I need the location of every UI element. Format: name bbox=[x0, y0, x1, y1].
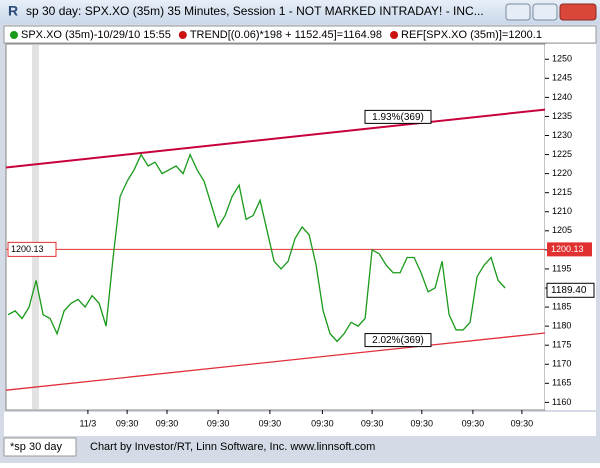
x-tick-label: 09:30 bbox=[361, 418, 384, 428]
y-tick-label: 1165 bbox=[552, 378, 571, 388]
trend-label: 1.93%(369) bbox=[372, 112, 424, 123]
y-tick-label: 1235 bbox=[552, 111, 572, 121]
legend-dot bbox=[10, 31, 18, 39]
y-axis-area bbox=[545, 44, 596, 410]
x-tick-label: 09:30 bbox=[311, 418, 334, 428]
y-tick-label: 1245 bbox=[552, 73, 572, 83]
x-tick-label: 09:30 bbox=[462, 418, 485, 428]
trend-label: 2.02%(369) bbox=[372, 335, 424, 346]
session-band bbox=[32, 45, 39, 409]
x-tick-label: 09:30 bbox=[511, 418, 534, 428]
y-tick-label: 1185 bbox=[552, 301, 571, 311]
x-tick-label: 11/3 bbox=[79, 418, 96, 428]
x-tick-label: 09:30 bbox=[259, 418, 282, 428]
x-axis-area bbox=[4, 412, 596, 436]
last-price-box bbox=[546, 282, 595, 298]
y-tick-label: 1175 bbox=[552, 340, 571, 350]
y-tick-label: 1160 bbox=[552, 397, 571, 407]
y-tick-label: 1205 bbox=[552, 225, 572, 235]
ref-axis-label: 1200.13 bbox=[551, 244, 584, 254]
trendline bbox=[5, 108, 546, 169]
footer-tab[interactable] bbox=[3, 437, 77, 457]
y-tick-label: 1195 bbox=[552, 263, 571, 273]
x-tick-label: 09:30 bbox=[116, 418, 139, 428]
y-tick-label: 1170 bbox=[552, 359, 571, 369]
trend-label-box bbox=[364, 109, 432, 124]
legend-dot bbox=[390, 31, 399, 39]
legend-text: REF[SPX.XO (35m)]=1200.1 bbox=[401, 29, 542, 41]
app-icon: R bbox=[8, 3, 18, 19]
x-tick-label: 09:30 bbox=[207, 418, 230, 428]
price-line bbox=[7, 152, 506, 343]
plot-area bbox=[5, 43, 546, 411]
y-tick-label: 1225 bbox=[552, 149, 572, 159]
y-tick-label: 1215 bbox=[552, 187, 572, 197]
legend-text: SPX.XO (35m)-10/29/10 15:55 bbox=[21, 29, 171, 41]
footer-tab-label[interactable]: *sp 30 day bbox=[10, 441, 62, 453]
title-bar bbox=[0, 0, 600, 24]
y-tick-label: 1180 bbox=[552, 321, 571, 331]
close-button[interactable] bbox=[559, 3, 597, 21]
y-tick-label: 1210 bbox=[552, 206, 572, 216]
x-tick-label: 09:30 bbox=[156, 418, 179, 428]
ref-label-box bbox=[7, 241, 57, 257]
y-tick-label: 1240 bbox=[552, 92, 572, 102]
ref-label: 1200.13 bbox=[11, 244, 44, 254]
x-tick-label: 09:30 bbox=[411, 418, 434, 428]
legend-dot bbox=[178, 31, 187, 39]
footer-text: Chart by Investor/RT, Linn Software, Inc… bbox=[90, 441, 375, 453]
legend-bar bbox=[3, 25, 597, 44]
minimize-button[interactable] bbox=[505, 3, 531, 21]
trend-label-box bbox=[364, 333, 432, 348]
y-tick-label: 1230 bbox=[552, 130, 572, 140]
y-tick-label: 1220 bbox=[552, 168, 572, 178]
legend-text: TREND[(0.06)*198 + 1152.45]=1164.98 bbox=[190, 29, 382, 41]
ref-axis-box bbox=[547, 242, 592, 257]
y-tick-label: 1250 bbox=[552, 54, 572, 64]
trendline bbox=[5, 332, 546, 391]
maximize-button[interactable] bbox=[532, 3, 558, 21]
last-price-label: 1189.40 bbox=[551, 285, 587, 296]
window-title: sp 30 day: SPX.XO (35m) 35 Minutes, Sess… bbox=[26, 4, 484, 18]
